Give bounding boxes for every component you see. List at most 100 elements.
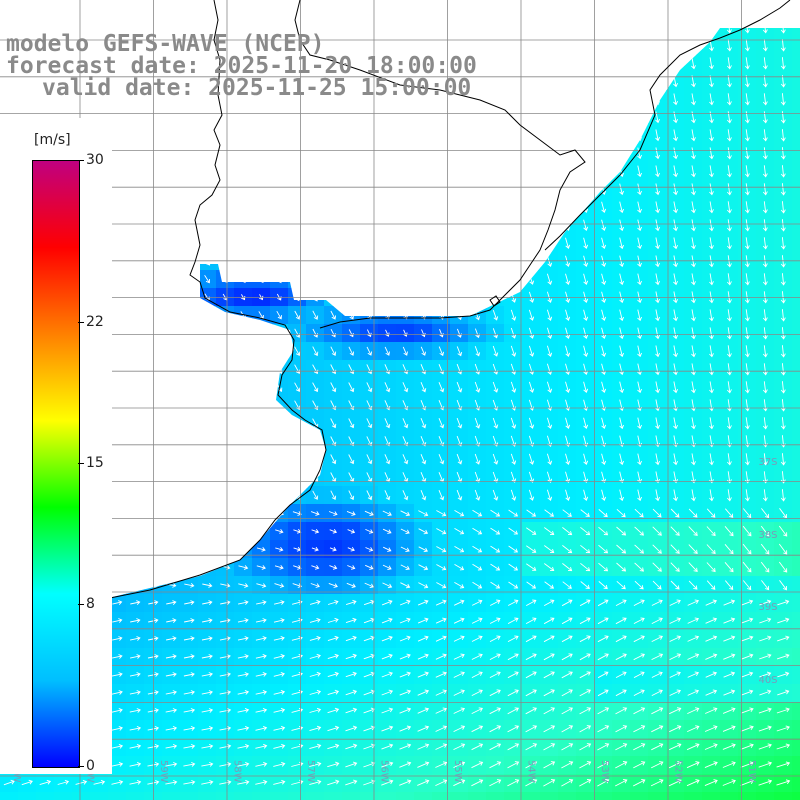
wind-arrow bbox=[420, 382, 427, 393]
wind-arrow bbox=[726, 291, 732, 304]
wind-arrow bbox=[759, 599, 772, 606]
wind-arrow bbox=[543, 599, 555, 606]
wind-arrow bbox=[744, 237, 750, 250]
wind-arrow bbox=[402, 454, 409, 465]
wind-arrow bbox=[762, 453, 768, 466]
colorbar-tick-30: 30 bbox=[86, 152, 104, 168]
wind-arrow bbox=[438, 418, 445, 429]
wind-arrow bbox=[418, 546, 428, 553]
wind-arrow bbox=[673, 183, 679, 196]
wind-cell bbox=[792, 666, 800, 685]
wind-arrow bbox=[709, 57, 714, 70]
wind-arrow bbox=[673, 453, 679, 466]
wind-cell bbox=[360, 792, 379, 800]
wind-arrow bbox=[525, 617, 537, 624]
wind-cell bbox=[792, 324, 800, 343]
wind-arrow bbox=[744, 57, 750, 70]
wind-arrow bbox=[780, 28, 786, 34]
wind-arrow bbox=[490, 563, 501, 571]
wind-arrow bbox=[454, 599, 465, 606]
wind-arrow bbox=[112, 636, 123, 641]
wind-arrow bbox=[655, 309, 661, 322]
wind-arrow bbox=[744, 399, 750, 412]
wind-arrow bbox=[454, 510, 465, 517]
wind-arrow bbox=[329, 546, 337, 552]
wind-arrow bbox=[274, 583, 285, 588]
wind-arrow bbox=[637, 165, 643, 178]
wind-cell bbox=[792, 396, 800, 415]
wind-arrow bbox=[364, 510, 374, 516]
wind-cell bbox=[792, 414, 800, 433]
wind-arrow bbox=[762, 291, 768, 304]
wind-cell bbox=[288, 792, 307, 800]
wind-arrow bbox=[402, 346, 408, 356]
wind-arrow bbox=[220, 618, 231, 623]
wind-cell bbox=[792, 360, 800, 379]
wind-arrow bbox=[670, 526, 680, 536]
wind-arrow bbox=[330, 310, 337, 320]
wind-arrow bbox=[780, 111, 786, 124]
wind-arrow bbox=[673, 309, 679, 322]
wind-arrow bbox=[489, 653, 501, 661]
wind-arrow bbox=[616, 580, 626, 590]
wind-arrow bbox=[489, 599, 501, 606]
wind-arrow bbox=[435, 635, 447, 642]
wind-arrow bbox=[583, 309, 589, 322]
wind-arrow bbox=[780, 129, 786, 142]
wind-arrow bbox=[691, 165, 696, 178]
wind-arrow bbox=[327, 617, 339, 623]
wind-arrow bbox=[400, 528, 410, 535]
wind-arrow bbox=[366, 454, 373, 465]
wind-arrow bbox=[309, 653, 321, 659]
wind-arrow bbox=[673, 345, 679, 358]
wind-arrow bbox=[655, 471, 661, 484]
wind-arrow bbox=[565, 489, 571, 501]
wind-cell bbox=[792, 126, 800, 145]
wind-arrow bbox=[655, 453, 661, 466]
wind-arrow bbox=[744, 28, 750, 34]
wind-arrow bbox=[780, 39, 786, 52]
wind-arrow bbox=[348, 490, 355, 501]
wind-arrow bbox=[471, 599, 483, 606]
wind-arrow bbox=[744, 453, 750, 466]
wind-arrow bbox=[438, 346, 445, 357]
wind-arrow bbox=[655, 417, 661, 430]
wind-arrow bbox=[490, 527, 501, 535]
wind-arrow bbox=[705, 635, 718, 642]
wind-cell bbox=[792, 540, 800, 559]
wind-cell bbox=[792, 36, 800, 55]
wind-cell bbox=[792, 252, 800, 271]
wind-arrow bbox=[366, 418, 373, 429]
wind-cell bbox=[792, 792, 800, 800]
wind-arrow bbox=[762, 129, 768, 142]
wind-arrow bbox=[655, 363, 661, 376]
wind-arrow bbox=[275, 529, 284, 534]
wind-arrow bbox=[744, 93, 750, 106]
wind-arrow bbox=[726, 147, 732, 160]
wind-arrow bbox=[310, 511, 320, 516]
wind-cell bbox=[720, 792, 739, 800]
wind-arrow bbox=[294, 382, 301, 392]
wind-arrow bbox=[762, 183, 768, 196]
wind-arrow bbox=[543, 653, 555, 661]
wind-arrow bbox=[780, 183, 786, 196]
wind-cell bbox=[486, 792, 505, 800]
wind-arrow bbox=[274, 565, 284, 570]
colorbar-tick-mark bbox=[78, 160, 84, 161]
wind-cell bbox=[792, 198, 800, 217]
wind-cell bbox=[252, 792, 271, 800]
wind-arrow bbox=[779, 580, 787, 591]
wind-cell bbox=[198, 792, 217, 800]
wind-arrow bbox=[637, 219, 643, 232]
wind-arrow bbox=[474, 346, 481, 357]
wind-arrow bbox=[691, 129, 696, 142]
wind-arrow bbox=[492, 489, 499, 501]
wind-arrow bbox=[489, 617, 501, 624]
wind-arrow bbox=[492, 345, 499, 357]
wind-arrow bbox=[637, 273, 643, 286]
wind-arrow bbox=[723, 599, 736, 606]
wind-arrow bbox=[456, 381, 463, 393]
wind-arrow bbox=[762, 237, 768, 250]
wind-arrow bbox=[562, 509, 572, 517]
wind-arrow bbox=[348, 418, 355, 429]
